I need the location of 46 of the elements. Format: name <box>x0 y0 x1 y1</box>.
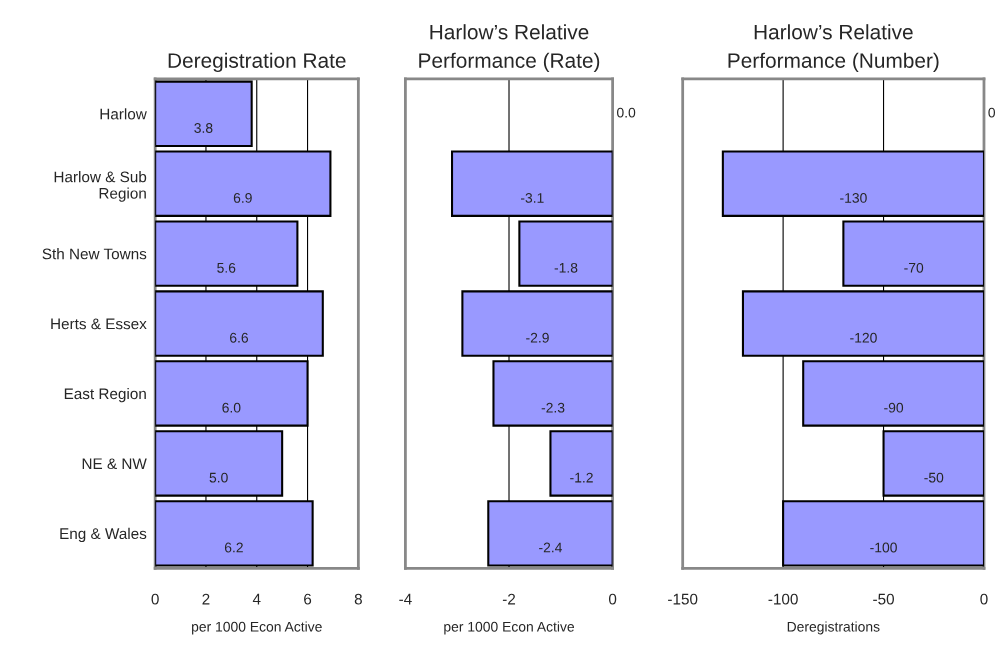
data-label: 0.0 <box>617 107 636 118</box>
data-label: 6.2 <box>224 542 243 553</box>
x-tick-label: -150 <box>668 593 698 605</box>
y-tick-label: East Region <box>64 387 146 403</box>
x-axis-title: Deregistrations <box>787 621 880 635</box>
x-tick-label: 4 <box>252 593 261 605</box>
x-tick-label: 8 <box>354 593 362 605</box>
data-label: -70 <box>904 262 924 273</box>
y-tick-label: Harlow <box>100 108 147 120</box>
data-label: -2.3 <box>541 402 565 413</box>
data-label: 5.0 <box>209 472 228 483</box>
data-label: -2.4 <box>539 542 563 553</box>
y-tick-label: Herts & Essex <box>51 318 147 330</box>
data-label: -130 <box>840 193 867 203</box>
x-tick-label: 0 <box>151 593 159 605</box>
x-tick-label: -50 <box>873 593 894 605</box>
y-tick-label: NE & NW <box>82 458 147 470</box>
chart-title: Harlow’s Relative Performance (Rate) <box>419 24 600 73</box>
data-label: -1.8 <box>554 262 578 273</box>
x-tick-label: 0 <box>608 593 617 605</box>
data-label: -100 <box>870 542 897 553</box>
data-label: -50 <box>924 472 944 483</box>
y-tick-label: Harlow & Sub Region <box>54 171 147 202</box>
data-label: 0 <box>988 107 996 118</box>
data-label: -3.1 <box>520 193 544 203</box>
data-label: 6.0 <box>222 402 241 413</box>
data-label: 6.6 <box>230 332 249 343</box>
data-label: -1.2 <box>570 472 593 483</box>
x-tick-label: -2 <box>502 593 516 605</box>
x-tick-label: 0 <box>980 593 988 605</box>
data-label: 3.8 <box>194 123 213 133</box>
x-tick-label: -100 <box>768 593 798 605</box>
x-tick-label: -4 <box>399 593 412 605</box>
x-tick-label: 2 <box>202 593 210 605</box>
x-axis-title: per 1000 Econ Active <box>192 621 322 635</box>
x-tick-label: 6 <box>304 593 312 605</box>
data-label: 5.6 <box>217 262 236 273</box>
x-axis-title: per 1000 Econ Active <box>444 621 575 635</box>
y-tick-label: Sth New Towns <box>42 248 147 260</box>
data-label: -120 <box>850 332 877 343</box>
data-label: 6.9 <box>233 193 252 203</box>
chart-title: Harlow’s Relative Performance (Number) <box>728 24 939 73</box>
data-label: -2.9 <box>526 332 549 343</box>
y-tick-label: Eng & Wales <box>60 527 147 543</box>
chart-title: Deregistration Rate <box>168 52 346 73</box>
data-label: -90 <box>884 402 904 413</box>
